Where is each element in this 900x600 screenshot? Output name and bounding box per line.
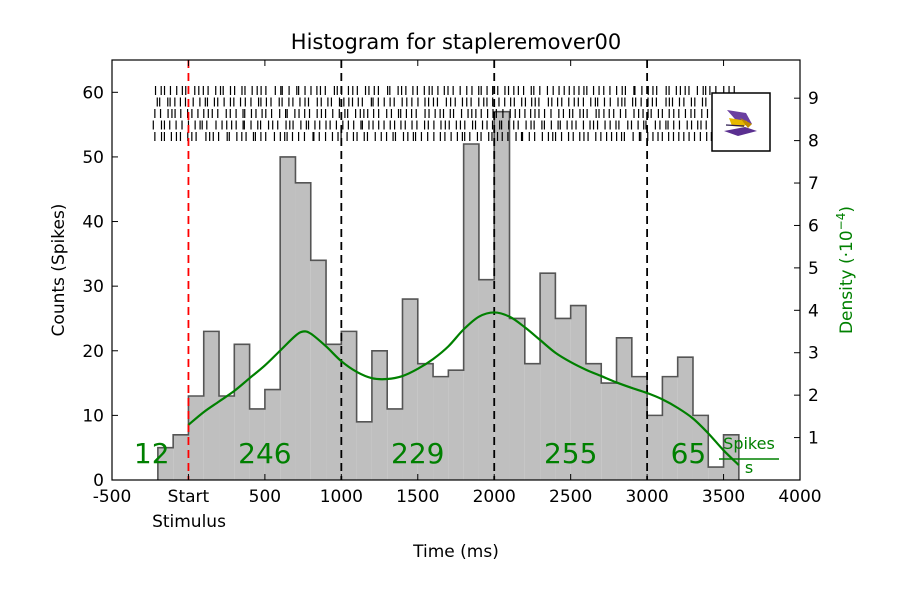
- histogram-bar: [219, 396, 235, 480]
- y-tick-label: 30: [82, 277, 104, 297]
- histogram-bar: [708, 467, 724, 480]
- histogram-step-outline: [157, 110, 740, 480]
- x-tick-label: 3000: [625, 487, 668, 507]
- y-axis-label: Counts (Spikes): [49, 204, 69, 337]
- histogram-bar: [264, 389, 281, 480]
- y2-tick-label: 1: [808, 429, 819, 449]
- y2-label-close: ): [837, 206, 857, 213]
- stimulus-label: Stimulus: [152, 512, 226, 532]
- x-tick-label: Start: [168, 487, 210, 507]
- histogram-bars: [157, 111, 739, 480]
- histogram-bar: [647, 415, 663, 480]
- histogram-bar: [188, 396, 204, 480]
- histogram-bar: [173, 434, 189, 480]
- stapler-remover-icon: [724, 110, 757, 136]
- histogram-bar: [326, 344, 342, 480]
- histogram-bar: [540, 273, 556, 480]
- histogram-bar: [677, 357, 693, 480]
- y2-tick-label: 3: [808, 344, 819, 364]
- y-tick-label: 10: [82, 406, 104, 426]
- histogram-bar: [417, 363, 434, 480]
- x-tick-label: 500: [249, 487, 281, 507]
- spike-raster: [152, 86, 735, 141]
- histogram-bar: [371, 350, 388, 480]
- histogram-bar: [356, 421, 372, 480]
- histogram-bar: [631, 376, 648, 480]
- x-axis-ticks: -500 Start 500 1000 1500 2000 2500 3000 3500 4000: [93, 60, 822, 507]
- x-tick-label: 4000: [778, 487, 821, 507]
- y-tick-label: 40: [82, 213, 104, 233]
- x-tick-label: -500: [93, 487, 132, 507]
- epoch-count-label: 12: [134, 437, 170, 470]
- histogram-bar: [402, 299, 418, 480]
- y2-tick-label: 4: [808, 301, 819, 321]
- rate-unit-label: Spikes s: [719, 434, 779, 477]
- histogram-bar: [478, 279, 495, 480]
- histogram-bar: [585, 363, 602, 480]
- histogram-bar: [524, 363, 541, 480]
- y2-tick-label: 7: [808, 174, 819, 194]
- histogram-bar: [433, 376, 449, 480]
- y-tick-label: 50: [82, 148, 104, 168]
- y2-tick-label: 6: [808, 216, 819, 236]
- x-tick-label: 2500: [549, 487, 592, 507]
- plot-frame: [111, 59, 801, 481]
- histogram-bar: [601, 383, 617, 480]
- y2-tick-label: 2: [808, 386, 819, 406]
- epoch-count-label: 229: [391, 437, 444, 470]
- epoch-lines: [187, 60, 649, 480]
- histogram-bar: [692, 415, 709, 480]
- histogram-bar: [616, 337, 632, 480]
- density-curve-group: [187, 311, 740, 466]
- x-tick-label: 1500: [396, 487, 439, 507]
- epoch-count-label: 246: [238, 437, 291, 470]
- density-curve: [187, 311, 740, 466]
- x-axis-label: Time (ms): [412, 542, 499, 562]
- epoch-count-labels: 12 246 229 255 65: [134, 437, 706, 470]
- y2-label-exponent: −4: [834, 213, 848, 231]
- y-axis-ticks: 0 10 20 30 40 50 60: [82, 83, 118, 491]
- x-tick-label: 1000: [320, 487, 363, 507]
- y2-tick-label: 8: [808, 132, 819, 152]
- histogram-bar: [448, 370, 464, 480]
- rate-unit-numerator: Spikes: [723, 434, 775, 453]
- histogram-bar: [570, 305, 586, 480]
- y-tick-label: 0: [93, 471, 104, 491]
- y2-axis-ticks: 1 2 3 4 5 6 7 8 9: [794, 89, 819, 449]
- chart-title: Histogram for stapleremover00: [291, 30, 621, 54]
- epoch-count-label: 65: [671, 437, 707, 470]
- histogram-outline: [157, 110, 740, 480]
- y2-label-main: Density (·10: [837, 230, 857, 334]
- y-tick-label: 60: [82, 83, 104, 103]
- x-tick-label: 3500: [702, 487, 745, 507]
- histogram-bar: [494, 111, 510, 480]
- histogram-bar: [341, 331, 357, 480]
- histogram-bar: [509, 318, 525, 480]
- histogram-bar: [280, 156, 296, 480]
- histogram-bar: [463, 144, 479, 480]
- rate-unit-denominator: s: [745, 458, 753, 477]
- histogram-bar: [310, 260, 327, 480]
- histogram-bar: [157, 447, 174, 480]
- y2-axis-label: Density (·10−4): [834, 206, 857, 334]
- histogram-bar: [234, 344, 250, 480]
- y-tick-label: 20: [82, 342, 104, 362]
- x-tick-label: 2000: [473, 487, 516, 507]
- histogram-bar: [387, 408, 403, 480]
- histogram-bar: [249, 408, 265, 480]
- stimulus-thumbnail: [711, 92, 771, 152]
- y2-tick-label: 9: [808, 89, 819, 109]
- epoch-count-label: 255: [544, 437, 597, 470]
- y2-tick-label: 5: [808, 259, 819, 279]
